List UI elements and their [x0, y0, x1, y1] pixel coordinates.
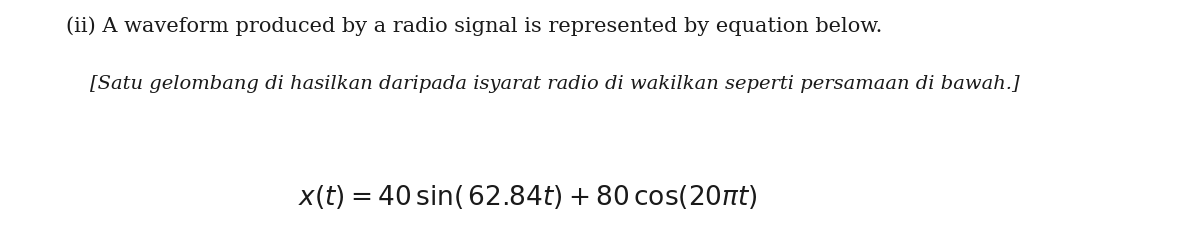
Text: (ii) A waveform produced by a radio signal is represented by equation below.: (ii) A waveform produced by a radio sign…: [66, 16, 882, 36]
Text: [Satu gelombang di hasilkan daripada isyarat radio di wakilkan seperti persamaan: [Satu gelombang di hasilkan daripada isy…: [90, 75, 1020, 93]
Text: $x(t) = 40\,\sin(\,62.84t) + 80\,\cos(20\pi t)$: $x(t) = 40\,\sin(\,62.84t) + 80\,\cos(20…: [298, 183, 758, 211]
